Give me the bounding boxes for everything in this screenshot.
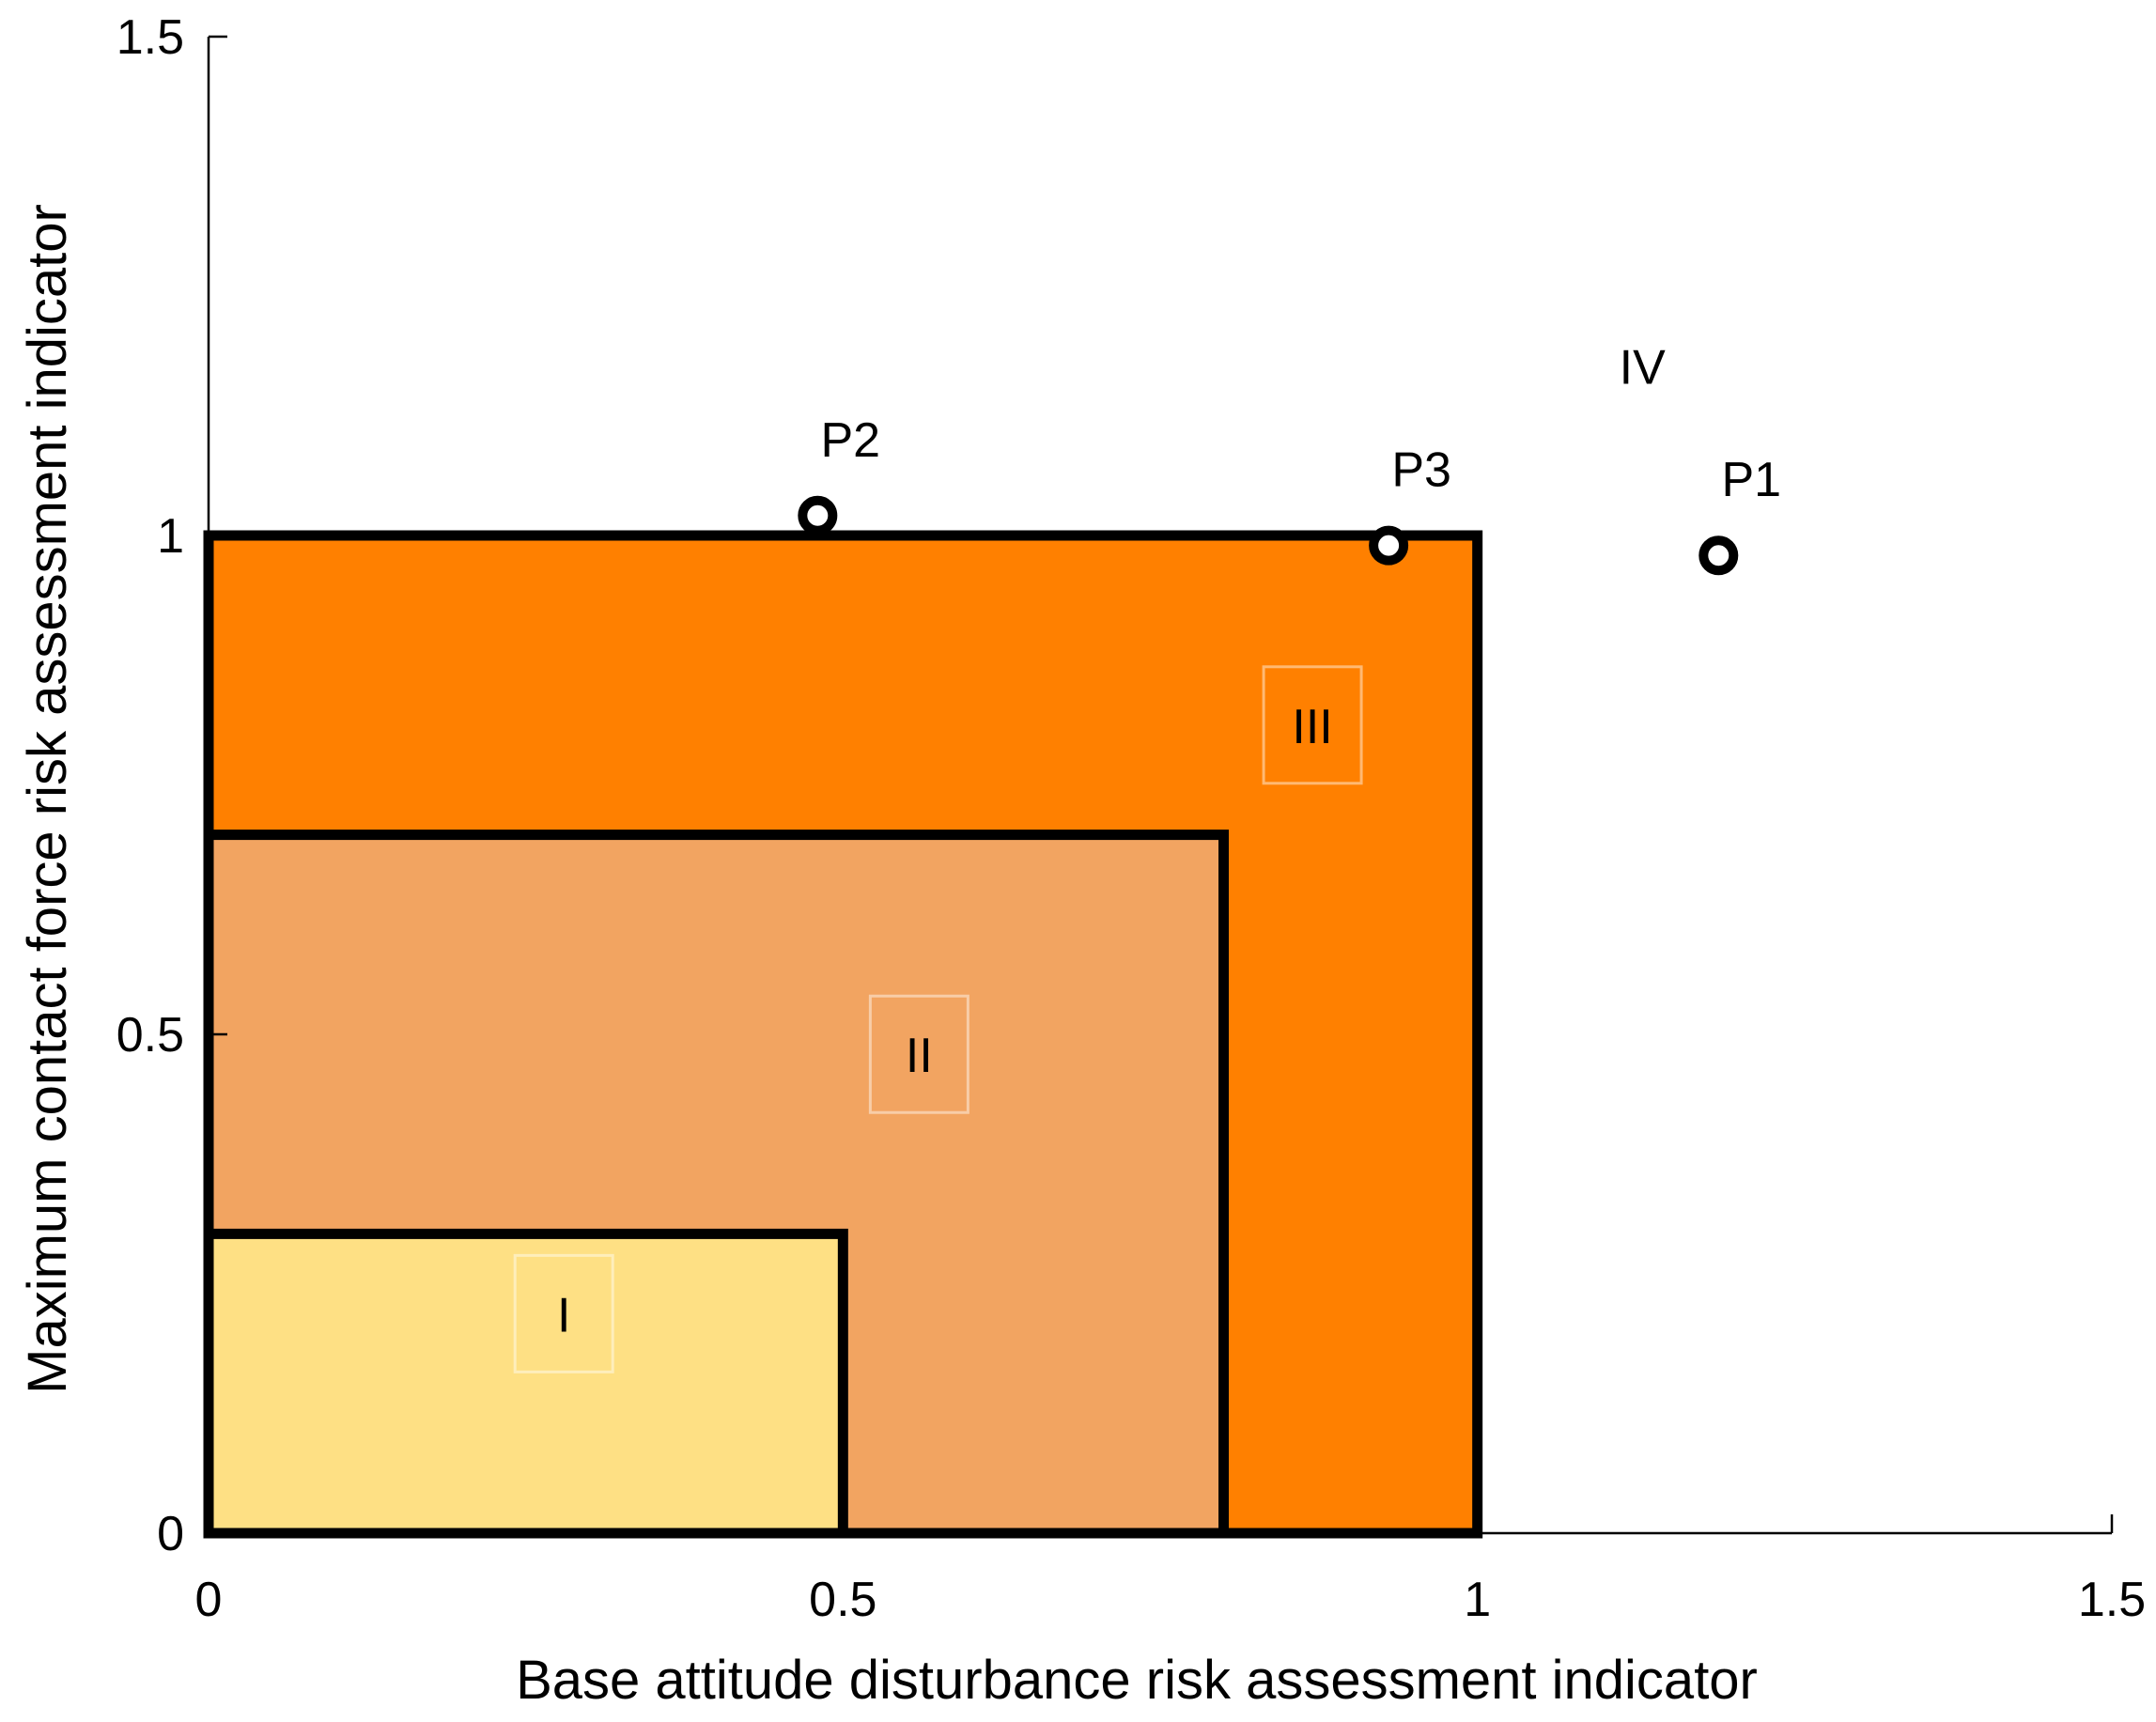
x-tick-label: 1.5 xyxy=(2078,1573,2146,1627)
region-i-box xyxy=(203,1228,848,1539)
point-p3-label: P3 xyxy=(1391,443,1451,498)
point-p3-marker xyxy=(1369,525,1409,566)
point-p2-label: P2 xyxy=(821,413,881,468)
region-iv-label: IV xyxy=(1620,340,1666,395)
point-p2-marker xyxy=(798,495,838,535)
region-i-label: I xyxy=(557,1288,570,1342)
x-tick-label: 0.5 xyxy=(809,1573,876,1627)
points-layer xyxy=(798,495,1739,576)
region-ii-label-frame xyxy=(868,994,969,1114)
labels-layer: Base attitude disturbance risk assessmen… xyxy=(17,204,1781,1711)
x-axis-title: Base attitude disturbance risk assessmen… xyxy=(516,1650,1758,1711)
regions-layer xyxy=(203,530,1483,1539)
region-iii-label: III xyxy=(1292,700,1332,754)
y-tick-label: 1.5 xyxy=(116,10,184,65)
y-axis-title: Maximum contact force risk assessment in… xyxy=(17,204,78,1394)
y-tick-label: 1 xyxy=(157,509,184,564)
y-tick-label: 0.5 xyxy=(116,1008,184,1063)
x-tick-label: 1 xyxy=(1464,1573,1491,1627)
point-p1-marker xyxy=(1698,535,1739,576)
y-tick-label: 0 xyxy=(157,1507,184,1561)
region-iii-label-frame xyxy=(1262,665,1363,785)
point-p1-label: P1 xyxy=(1721,453,1781,507)
x-tick-label: 0 xyxy=(195,1573,223,1627)
region-i-label-frame xyxy=(513,1253,614,1373)
region-ii-label: II xyxy=(906,1029,933,1083)
axes-layer: 0 0.5 1 1.5 0 0.5 1 1.5 xyxy=(116,10,2146,1627)
